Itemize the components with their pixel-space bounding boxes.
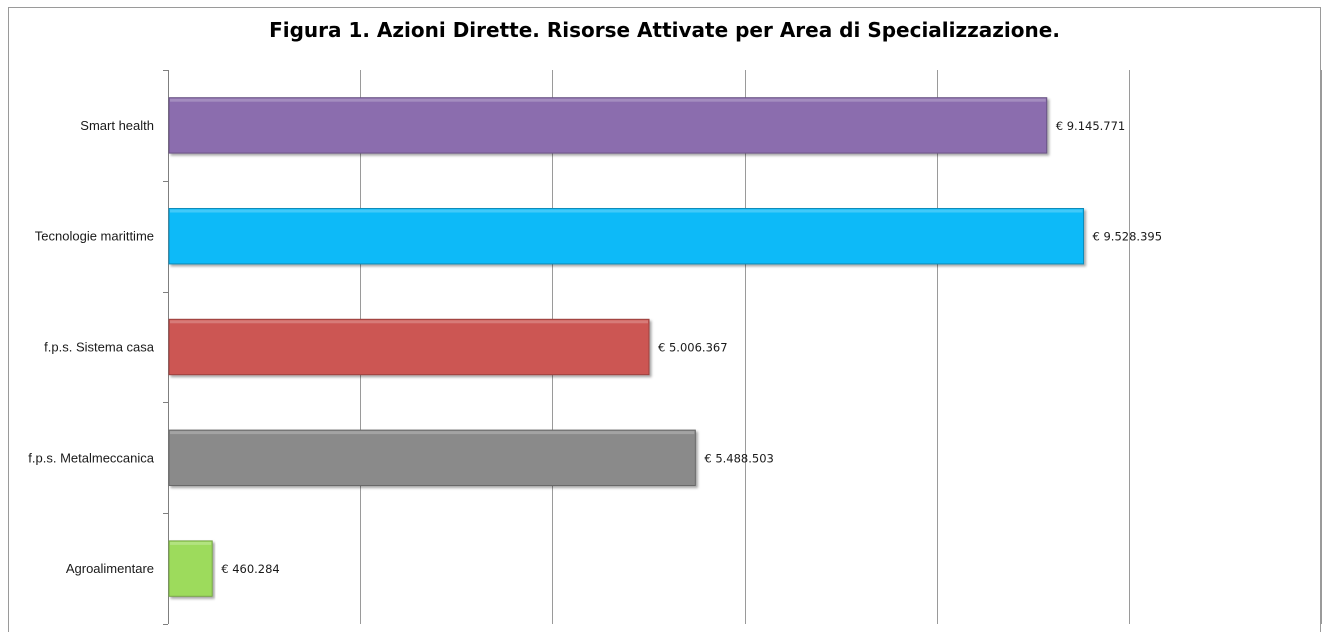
bar — [168, 97, 1048, 154]
bar-highlight — [170, 541, 212, 545]
category-label: Smart health — [80, 118, 154, 133]
bar-highlight — [170, 98, 1046, 102]
data-label: € 460.284 — [221, 562, 280, 576]
bar-highlight — [170, 209, 1083, 213]
bar-highlight — [170, 320, 649, 324]
bar — [168, 208, 1085, 265]
category-label: f.p.s. Metalmeccanica — [28, 450, 154, 465]
category-label: Tecnologie marittime — [35, 229, 154, 244]
category-label: Agroalimentare — [66, 561, 154, 576]
chart-title: Figura 1. Azioni Dirette. Risorse Attiva… — [269, 18, 1060, 42]
data-label: € 9.145.771 — [1056, 119, 1126, 133]
data-label: € 5.488.503 — [704, 451, 774, 465]
bar-highlight — [170, 431, 695, 435]
bar — [168, 540, 213, 597]
data-label: € 9.528.395 — [1093, 230, 1163, 244]
bar — [168, 318, 650, 376]
bar — [168, 429, 696, 487]
category-label: f.p.s. Sistema casa — [44, 340, 155, 355]
data-label: € 5.006.367 — [658, 341, 728, 355]
